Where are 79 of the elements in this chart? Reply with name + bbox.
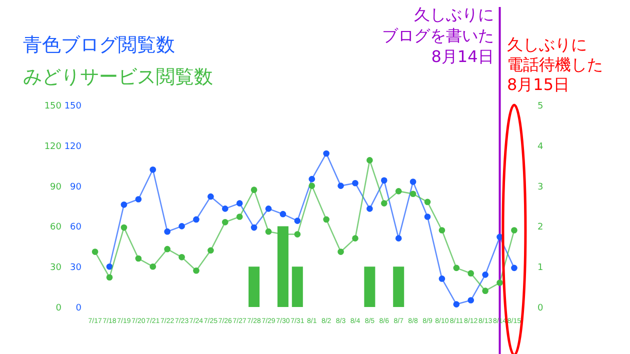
point bbox=[338, 248, 344, 255]
point bbox=[106, 274, 113, 281]
y2-tick-label: 120 bbox=[64, 142, 82, 152]
y-tick-label: 120 bbox=[44, 142, 62, 152]
point bbox=[366, 206, 373, 212]
point bbox=[366, 157, 373, 164]
point bbox=[120, 202, 128, 208]
point bbox=[208, 247, 214, 254]
text: みどりサービス閲覧数 bbox=[23, 66, 213, 88]
point bbox=[511, 227, 518, 234]
point bbox=[236, 200, 243, 206]
y2-tick-label: 0 bbox=[76, 304, 82, 314]
point bbox=[438, 227, 446, 234]
point bbox=[294, 231, 301, 238]
text: 久しぶりに電話待機した8月15日 bbox=[507, 35, 603, 94]
point bbox=[92, 248, 98, 255]
point bbox=[250, 224, 258, 231]
y-tick-label: 150 bbox=[44, 102, 62, 112]
point bbox=[193, 216, 200, 223]
text: 青色ブログ閲覧数 bbox=[23, 34, 175, 56]
point bbox=[208, 193, 214, 200]
point bbox=[222, 219, 228, 226]
point bbox=[222, 206, 228, 212]
y3-tick-label: 5 bbox=[538, 102, 544, 112]
point bbox=[410, 178, 416, 185]
y2-tick-label: 150 bbox=[64, 102, 82, 112]
point bbox=[323, 216, 330, 223]
point bbox=[280, 210, 286, 218]
y3-tick-label: 3 bbox=[538, 182, 544, 192]
point bbox=[468, 297, 474, 304]
point bbox=[323, 150, 330, 157]
point bbox=[236, 214, 243, 220]
y2-tick-label: 30 bbox=[70, 263, 82, 274]
y2-tick-label: 60 bbox=[70, 222, 82, 233]
point bbox=[150, 263, 156, 270]
point bbox=[482, 272, 488, 278]
ref-line-label: 久しぶりにブログを書いた8月14日 bbox=[382, 5, 494, 66]
point bbox=[496, 280, 503, 286]
y3-tick-label: 0 bbox=[538, 304, 544, 314]
y3-tick-label: 1 bbox=[538, 263, 544, 274]
y3-tick-label: 2 bbox=[538, 222, 544, 233]
point bbox=[410, 190, 416, 198]
point bbox=[265, 206, 272, 212]
point bbox=[395, 188, 402, 194]
y-tick-label: 30 bbox=[50, 263, 62, 274]
point bbox=[150, 166, 156, 173]
point bbox=[511, 264, 518, 272]
point bbox=[453, 301, 460, 308]
y3-tick-label: 4 bbox=[538, 142, 544, 152]
point bbox=[424, 198, 431, 206]
point bbox=[178, 254, 185, 260]
point bbox=[193, 267, 200, 274]
point bbox=[352, 235, 358, 242]
y-tick-label: 0 bbox=[56, 304, 62, 314]
point bbox=[468, 270, 474, 276]
point bbox=[265, 228, 272, 235]
point bbox=[178, 223, 185, 230]
point bbox=[395, 235, 402, 242]
point bbox=[164, 246, 170, 252]
point bbox=[424, 214, 431, 220]
point bbox=[294, 218, 301, 224]
point bbox=[120, 224, 128, 231]
point bbox=[135, 196, 142, 202]
point bbox=[135, 255, 142, 262]
point bbox=[250, 186, 258, 193]
y-tick-label: 60 bbox=[50, 222, 62, 233]
point bbox=[453, 264, 460, 272]
y-tick-label: 90 bbox=[50, 182, 62, 192]
point bbox=[438, 276, 446, 282]
point bbox=[164, 228, 170, 235]
point bbox=[338, 182, 344, 189]
y2-tick-label: 90 bbox=[70, 182, 82, 192]
point bbox=[380, 177, 388, 184]
point bbox=[308, 182, 316, 189]
point bbox=[308, 176, 316, 182]
point bbox=[482, 288, 488, 294]
point bbox=[106, 263, 113, 270]
point bbox=[380, 200, 388, 206]
point bbox=[352, 180, 358, 186]
